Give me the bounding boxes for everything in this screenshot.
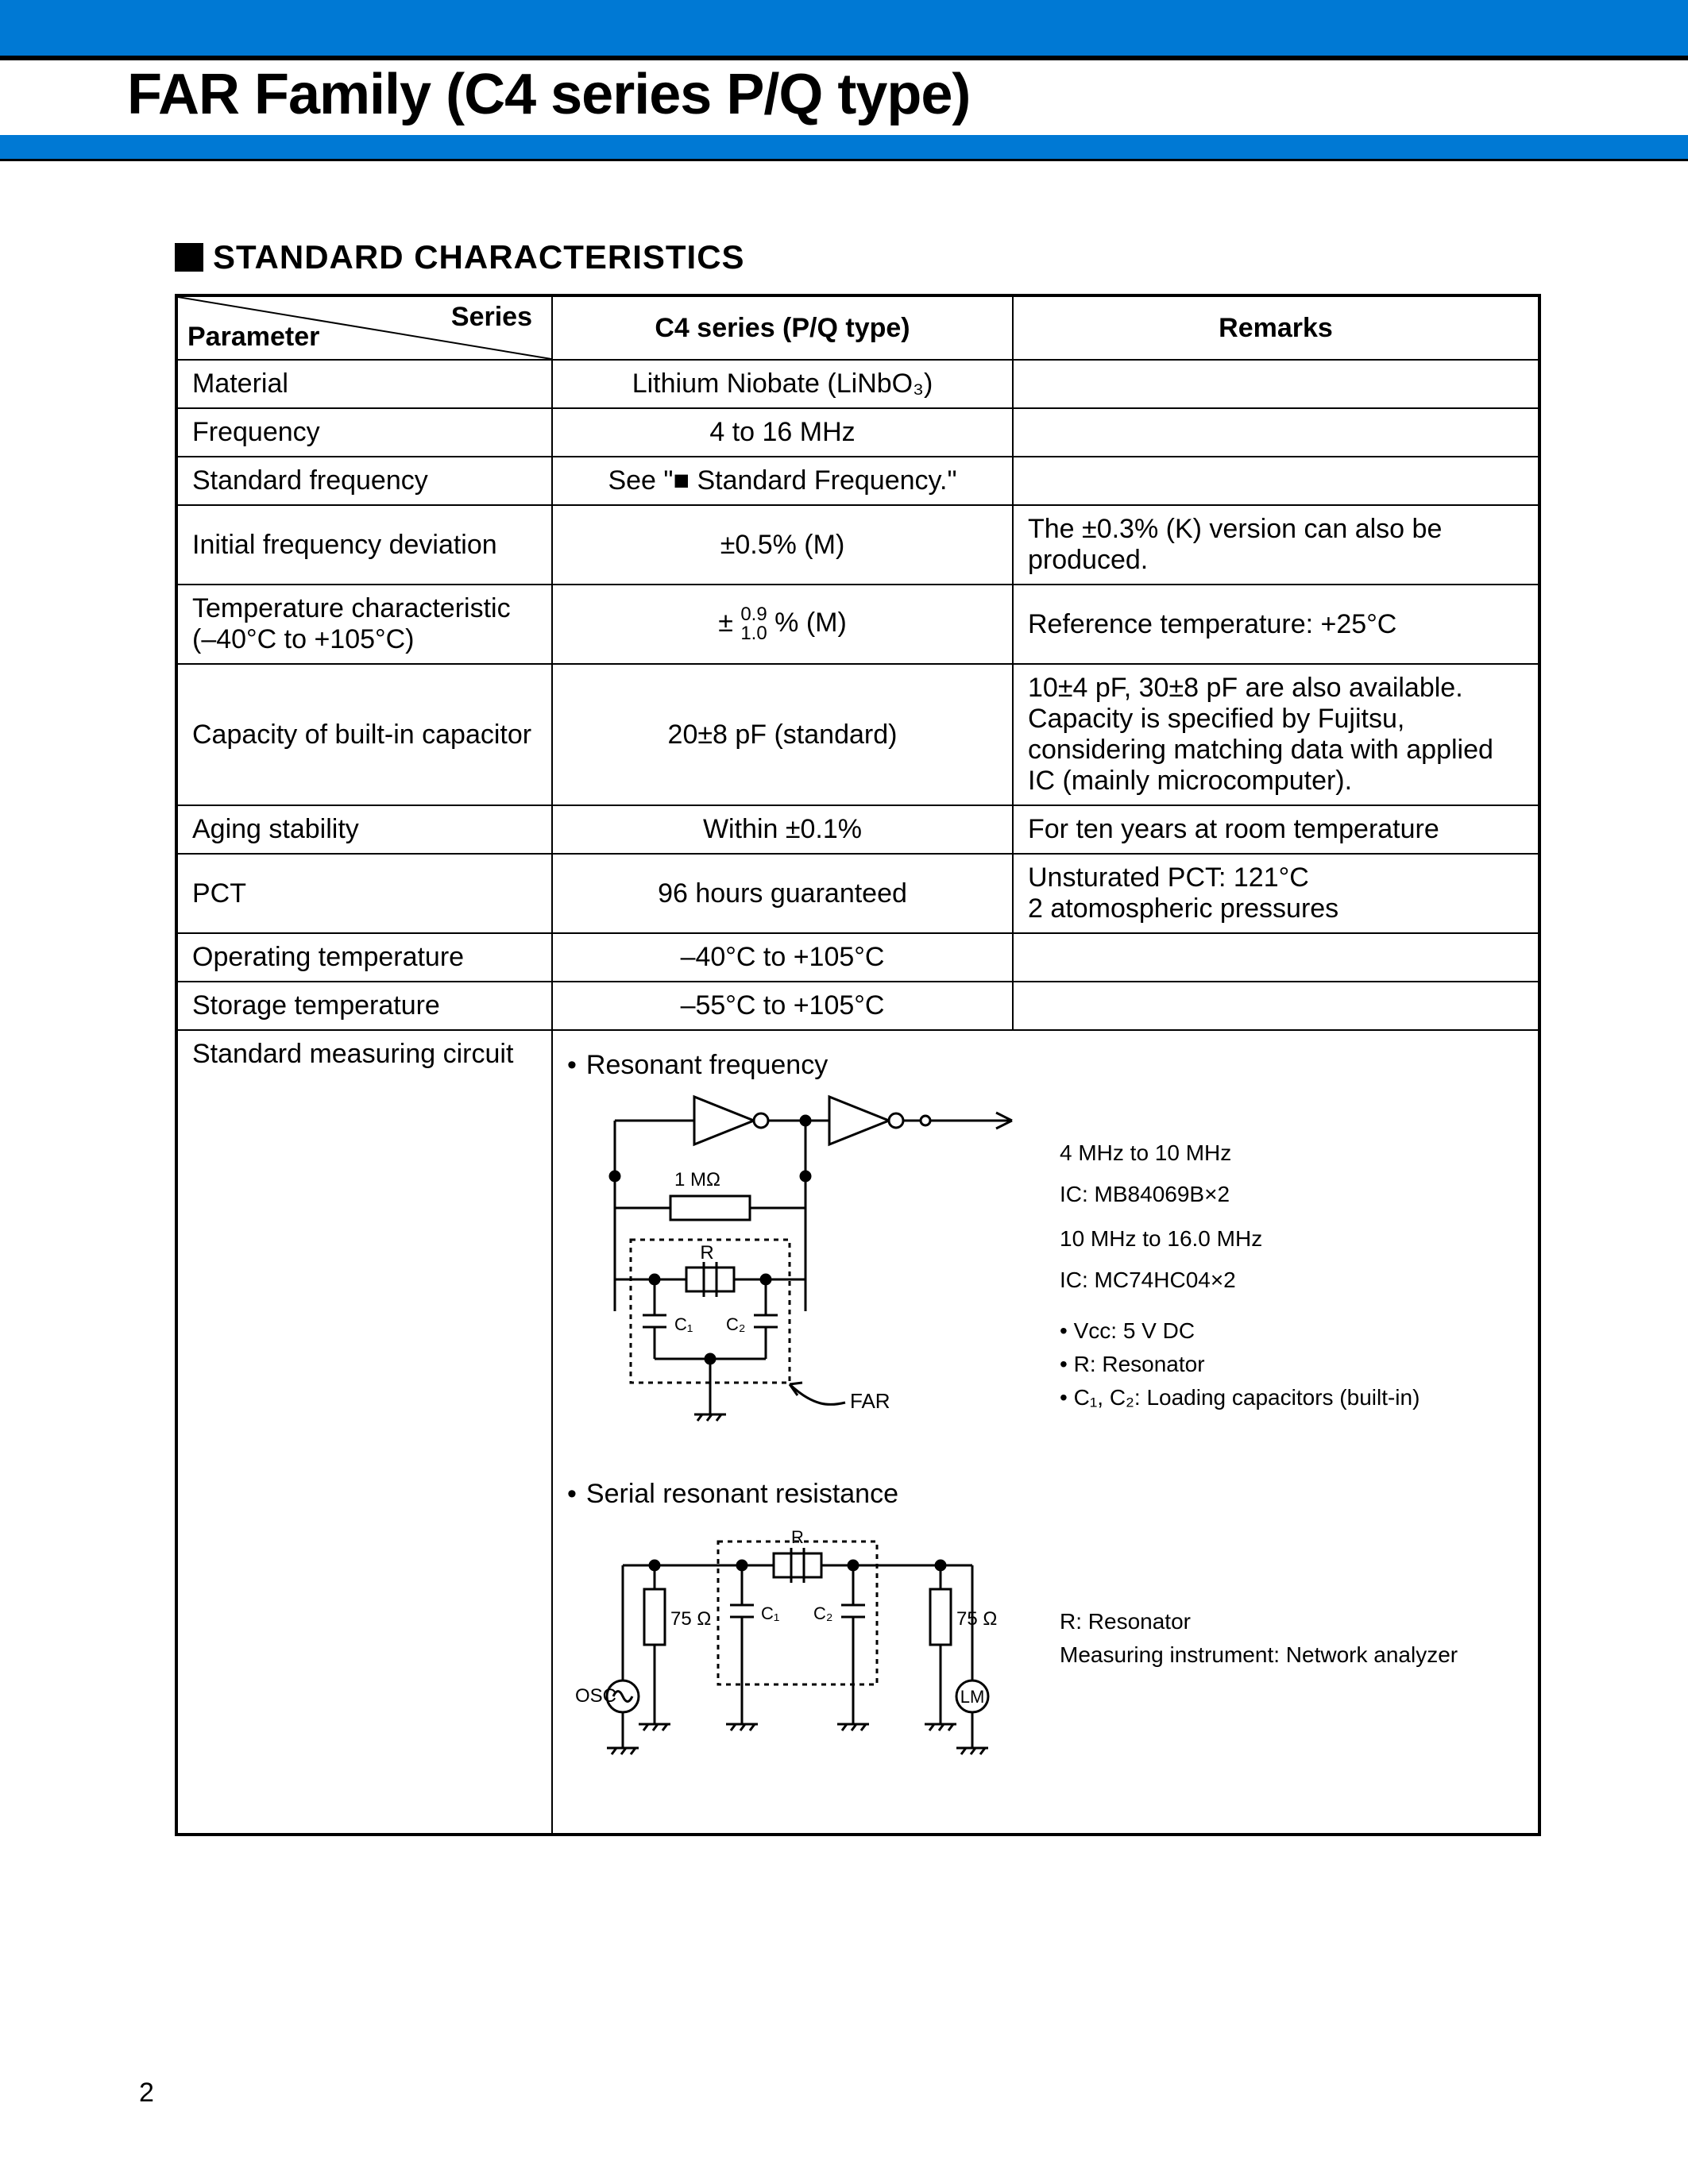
- legend-line: IC: MB84069B×2: [1060, 1178, 1420, 1211]
- cell: Initial frequency deviation: [176, 505, 552, 585]
- svg-text:C₁: C₁: [674, 1314, 693, 1334]
- cell: [1013, 457, 1539, 505]
- fragment: % (M): [774, 608, 847, 638]
- section-heading: STANDARD CHARACTERISTICS: [213, 238, 745, 276]
- cell: Within ±0.1%: [552, 805, 1013, 854]
- svg-text:R: R: [700, 1242, 713, 1264]
- legend-line: R: Resonator: [1060, 1348, 1420, 1381]
- legend-line: R: Resonator: [1060, 1605, 1458, 1638]
- page-title: FAR Family (C4 series P/Q type): [127, 62, 970, 127]
- header-blue-bar: [0, 0, 1688, 56]
- cell: ±0.5% (M): [552, 505, 1013, 585]
- fragment: 0.9: [740, 604, 767, 625]
- svg-text:C₂: C₂: [813, 1603, 832, 1623]
- legend-line: 4 MHz to 10 MHz: [1060, 1136, 1420, 1170]
- svg-text:C₁: C₁: [761, 1603, 779, 1623]
- col-param-label: Parameter: [187, 322, 319, 353]
- square-bullet-icon: [175, 243, 203, 272]
- table-row: Aging stabilityWithin ±0.1%For ten years…: [176, 805, 1539, 854]
- cell: ± 0.9 1.0 % (M): [552, 585, 1013, 664]
- col-series-label: Series: [451, 302, 532, 333]
- cell: [1013, 360, 1539, 408]
- header-rule-2: [0, 159, 1688, 161]
- legend-line: IC: MC74HC04×2: [1060, 1264, 1420, 1297]
- col-remarks-header: Remarks: [1013, 295, 1539, 360]
- cell: [1013, 933, 1539, 982]
- legend-line: C₁, C₂: Loading capacitors (built-in): [1060, 1381, 1420, 1414]
- header-blue-strip: [0, 135, 1688, 159]
- cell: For ten years at room temperature: [1013, 805, 1539, 854]
- table-row: Initial frequency deviation±0.5% (M)The …: [176, 505, 1539, 585]
- cell: Reference temperature: +25°C: [1013, 585, 1539, 664]
- svg-text:75 Ω: 75 Ω: [956, 1608, 997, 1630]
- cell: Material: [176, 360, 552, 408]
- cell: PCT: [176, 854, 552, 933]
- fragment: ±: [718, 608, 733, 638]
- svg-text:R: R: [791, 1527, 804, 1547]
- circuit1-diagram: 1 MΩ: [567, 1089, 1028, 1469]
- table-row-circuit: Standard measuring circuit Resonant freq…: [176, 1030, 1539, 1835]
- cell: Aging stability: [176, 805, 552, 854]
- circuit2-diagram: R: [567, 1518, 1028, 1811]
- svg-text:75 Ω: 75 Ω: [670, 1608, 711, 1630]
- cell: Frequency: [176, 408, 552, 457]
- col-value-header: C4 series (P/Q type): [552, 295, 1013, 360]
- svg-text:OSC: OSC: [575, 1685, 616, 1707]
- table-row: MaterialLithium Niobate (LiNbO₃): [176, 360, 1539, 408]
- circuit1-title: Resonant frequency: [567, 1050, 1524, 1081]
- page-number: 2: [139, 2078, 154, 2109]
- cell: 10±4 pF, 30±8 pF are also available. Cap…: [1013, 664, 1539, 805]
- table-row: Capacity of built-in capacitor20±8 pF (s…: [176, 664, 1539, 805]
- cell: Storage temperature: [176, 982, 552, 1030]
- header-rule: [0, 56, 1688, 60]
- table-row: Temperature characteristic (–40°C to +10…: [176, 585, 1539, 664]
- cell: Standard measuring circuit: [176, 1030, 552, 1835]
- svg-text:1 MΩ: 1 MΩ: [674, 1169, 720, 1190]
- cell: Standard frequency: [176, 457, 552, 505]
- cell: Capacity of built-in capacitor: [176, 664, 552, 805]
- cell: See "■ Standard Frequency.": [552, 457, 1013, 505]
- legend-line: 10 MHz to 16.0 MHz: [1060, 1222, 1420, 1256]
- cell: [1013, 408, 1539, 457]
- fragment: 1.0: [740, 623, 767, 644]
- characteristics-table: Parameter Series C4 series (P/Q type) Re…: [175, 294, 1541, 1836]
- cell: –55°C to +105°C: [552, 982, 1013, 1030]
- table-row: Standard frequencySee "■ Standard Freque…: [176, 457, 1539, 505]
- legend-line: Vcc: 5 V DC: [1060, 1314, 1420, 1348]
- cell: 96 hours guaranteed: [552, 854, 1013, 933]
- cell: Unsturated PCT: 121°C 2 atomospheric pre…: [1013, 854, 1539, 933]
- cell: Lithium Niobate (LiNbO₃): [552, 360, 1013, 408]
- table-row: PCT96 hours guaranteedUnsturated PCT: 12…: [176, 854, 1539, 933]
- cell: –40°C to +105°C: [552, 933, 1013, 982]
- cell: 4 to 16 MHz: [552, 408, 1013, 457]
- cell: The ±0.3% (K) version can also be produc…: [1013, 505, 1539, 585]
- circuit-cell: Resonant frequency: [552, 1030, 1539, 1835]
- svg-text:C₂: C₂: [726, 1314, 745, 1334]
- cell: Temperature characteristic (–40°C to +10…: [176, 585, 552, 664]
- diagonal-header: Parameter Series: [178, 297, 551, 359]
- svg-text:LM: LM: [960, 1687, 985, 1707]
- circuit2-title: Serial resonant resistance: [567, 1479, 1524, 1510]
- cell: Operating temperature: [176, 933, 552, 982]
- legend-line: Measuring instrument: Network analyzer: [1060, 1638, 1458, 1672]
- circuit1-legend: 4 MHz to 10 MHz IC: MB84069B×2 10 MHz to…: [1060, 1136, 1420, 1414]
- svg-text:FAR: FAR: [850, 1389, 890, 1413]
- cell: 20±8 pF (standard): [552, 664, 1013, 805]
- table-row: Storage temperature–55°C to +105°C: [176, 982, 1539, 1030]
- cell: [1013, 982, 1539, 1030]
- table-row: Operating temperature–40°C to +105°C: [176, 933, 1539, 982]
- circuit2-legend: R: Resonator Measuring instrument: Netwo…: [1060, 1605, 1458, 1672]
- table-row: Frequency4 to 16 MHz: [176, 408, 1539, 457]
